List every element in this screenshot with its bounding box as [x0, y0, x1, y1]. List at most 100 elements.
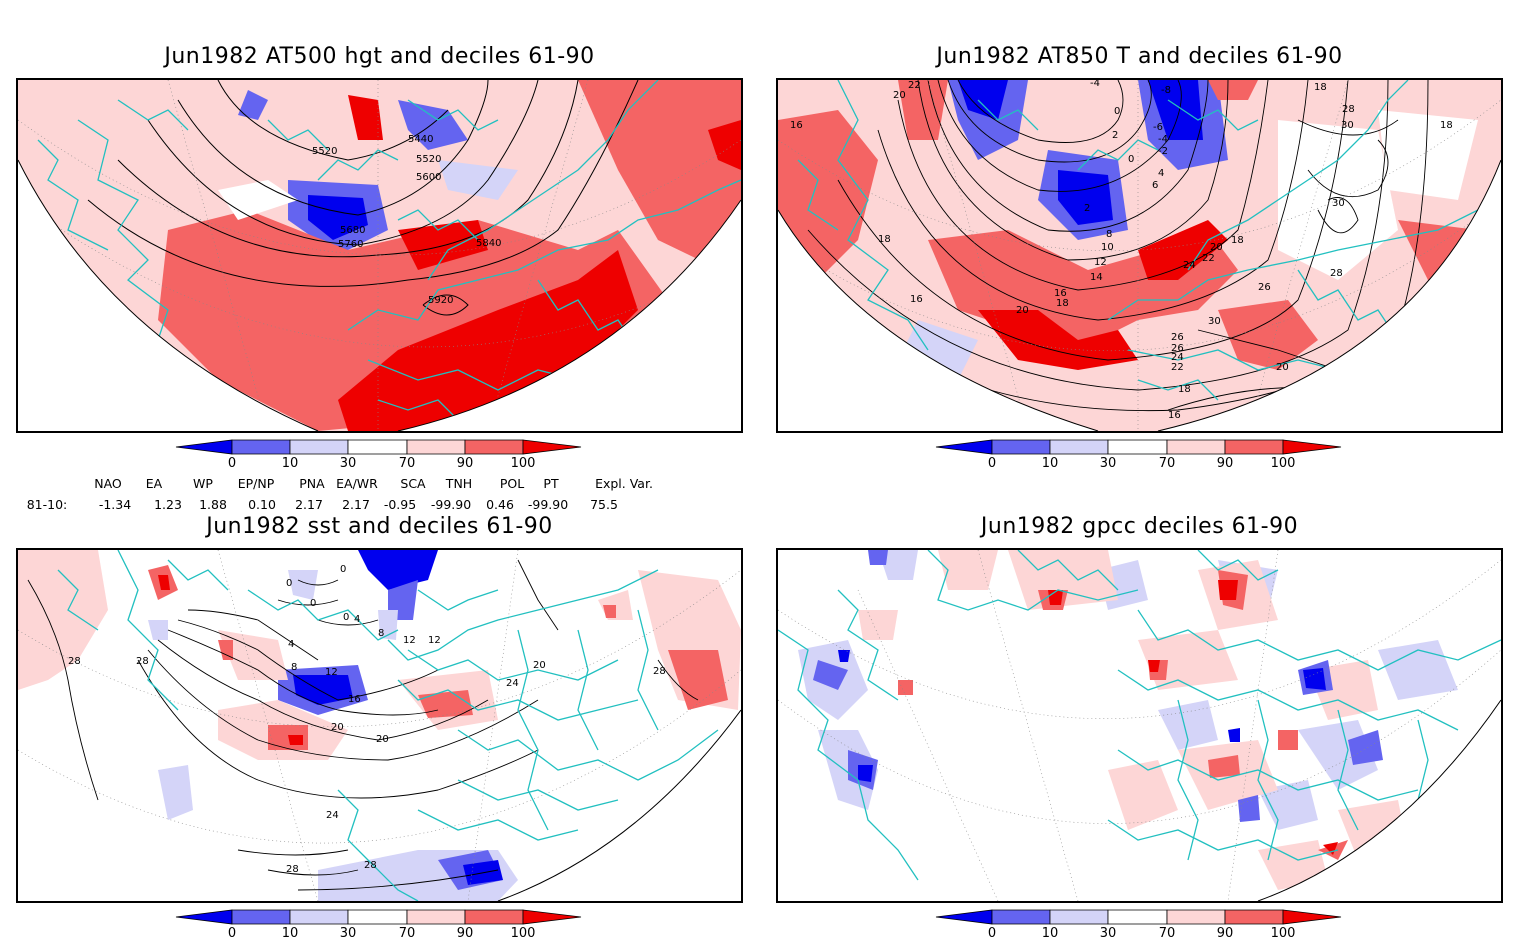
contour-label: 20	[1210, 242, 1223, 253]
contour-label: 18	[1440, 120, 1453, 131]
tele-value: 0.10	[248, 497, 276, 512]
colorbar-tick-label: 30	[339, 456, 357, 471]
colorbar-tick-label: 90	[1216, 456, 1234, 471]
colorbar-swatch	[991, 439, 1051, 455]
tele-row-label: 81-10:	[26, 497, 68, 512]
contour-label: 30	[1208, 316, 1221, 327]
colorbar-swatch	[1282, 909, 1342, 925]
contour-label: 28	[1342, 104, 1355, 115]
contour-label: 5760	[338, 239, 363, 250]
contour-label: 28	[136, 656, 149, 667]
contour-label: 16	[790, 120, 803, 131]
contour-label: 20	[1016, 305, 1029, 316]
colorbar-tick-label: 10	[1041, 456, 1059, 471]
contour-label: 22	[908, 80, 921, 91]
contour-label: 0	[1128, 154, 1134, 165]
contour-label: 8	[378, 628, 384, 639]
map-panel-t850: 22 20 -4 -8 0 2 -6 -4 -2 0 4 6 2 8 10 12…	[776, 78, 1503, 433]
teleconnection-values: 81-10: -1.34 1.23 1.88 0.10 2.17 2.17 -0…	[0, 497, 760, 513]
colorbar-swatches	[935, 909, 1342, 925]
tele-header: TNH	[445, 476, 473, 491]
tele-header: POL	[499, 476, 525, 491]
teleconnection-headers: NAO EA WP EP/NP PNA EA/WR SCA TNH POL PT…	[0, 476, 760, 492]
colorbar-top-left: 0 10 30 70 90 100	[174, 439, 586, 475]
contour-label: 4	[288, 639, 294, 650]
colorbar-swatch	[522, 909, 582, 925]
tele-header: Expl. Var.	[595, 476, 653, 491]
map-panel-hgt500: 5440 5520 5520 5600 5680 5760 5840 5920	[16, 78, 743, 433]
contour-label: -2	[1158, 146, 1168, 157]
colorbar-tick-label: 0	[987, 456, 997, 471]
tele-header: PT	[543, 476, 559, 491]
colorbar-swatch	[935, 909, 993, 925]
tele-header: WP	[193, 476, 213, 491]
tele-value: -1.34	[98, 497, 132, 512]
colorbar-swatch	[231, 439, 291, 455]
contour-label: 0	[1114, 106, 1120, 117]
tele-header: EA	[145, 476, 163, 491]
panel-title-sst: Jun1982 sst and deciles 61-90	[206, 514, 553, 539]
contour-label: 20	[533, 660, 546, 671]
contour-label: 28	[653, 666, 666, 677]
colorbar-tick-label: 30	[1099, 926, 1117, 941]
tele-header: NAO	[94, 476, 122, 491]
colorbar-swatch	[406, 439, 466, 455]
colorbar-tick-label: 0	[227, 456, 237, 471]
tele-header: EP/NP	[237, 476, 275, 491]
contour-label: 0	[286, 578, 292, 589]
tele-value: 2.17	[295, 497, 323, 512]
map-gpcc	[778, 550, 1501, 901]
colorbar-tick-label: 70	[1158, 926, 1176, 941]
contour-label: 22	[1202, 253, 1215, 264]
contour-label: 0	[340, 564, 346, 575]
colorbar-swatch	[1107, 439, 1168, 455]
contour-label: 18	[1231, 235, 1244, 246]
contour-label: 2	[1112, 130, 1118, 141]
contour-label: 12	[428, 635, 441, 646]
tele-value: 75.5	[590, 497, 618, 512]
colorbar-tick-label: 90	[1216, 926, 1234, 941]
contour-label: 24	[326, 810, 339, 821]
colorbar-swatch	[231, 909, 291, 925]
colorbar-tick-label: 70	[398, 456, 416, 471]
colorbar-swatch	[1166, 909, 1226, 925]
colorbar-bottom-left: 0 10 30 70 90 100	[174, 909, 586, 945]
map-panel-gpcc	[776, 548, 1503, 903]
colorbar-swatch	[1282, 439, 1342, 455]
contour-label: 10	[1101, 242, 1114, 253]
contour-label: 14	[1090, 272, 1103, 283]
map-t850: 22 20 -4 -8 0 2 -6 -4 -2 0 4 6 2 8 10 12…	[778, 80, 1501, 431]
contour-label: 18	[1056, 298, 1069, 309]
colorbar-swatch	[1049, 439, 1109, 455]
contour-label: 18	[1314, 82, 1327, 93]
colorbar-swatch	[289, 909, 349, 925]
colorbar-tick-label: 10	[1041, 926, 1059, 941]
colorbar-swatch	[1166, 439, 1226, 455]
colorbar-tick-label: 70	[1158, 456, 1176, 471]
tele-value: 0.46	[486, 497, 514, 512]
colorbar-top-right: 0 10 30 70 90 100	[934, 439, 1346, 475]
colorbar-tick-label: 100	[1270, 456, 1296, 471]
contour-label: 4	[354, 614, 360, 625]
colorbar-swatch	[175, 439, 233, 455]
tele-value: 2.17	[342, 497, 370, 512]
contour-label: 24	[1171, 352, 1184, 363]
colorbar-swatch	[347, 439, 408, 455]
colorbar-swatch	[464, 909, 524, 925]
contour-label: 5440	[408, 134, 433, 145]
panel-title-t850: Jun1982 AT850 T and deciles 61-90	[936, 44, 1343, 69]
contour-label: 12	[325, 667, 338, 678]
contour-label: 8	[291, 662, 297, 673]
tele-value: -0.95	[383, 497, 417, 512]
map-hgt500: 5440 5520 5520 5600 5680 5760 5840 5920	[18, 80, 741, 431]
colorbar-tick-label: 10	[281, 456, 299, 471]
contour-label: 4	[1158, 168, 1164, 179]
contour-label: 5920	[428, 295, 453, 306]
panel-title-gpcc: Jun1982 gpcc deciles 61-90	[980, 514, 1299, 539]
contour-label: 2	[1084, 203, 1090, 214]
contour-label: 8	[1106, 229, 1112, 240]
contour-label: 22	[1171, 362, 1184, 373]
contour-label: 20	[376, 734, 389, 745]
contour-label: 28	[364, 860, 377, 871]
contour-label: 12	[1094, 257, 1107, 268]
